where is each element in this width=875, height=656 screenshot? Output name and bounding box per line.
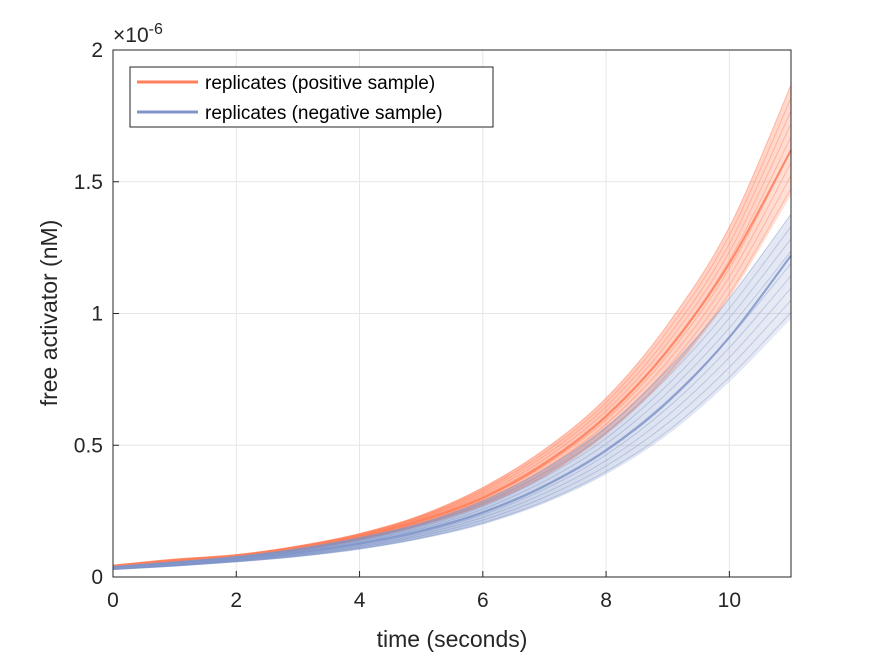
replicate-line xyxy=(112,299,792,570)
y-tick-label: 0 xyxy=(91,566,103,589)
legend-label-negative: replicates (negative sample) xyxy=(205,103,443,124)
replicate-line xyxy=(112,226,792,568)
series-1 xyxy=(112,213,792,571)
replicate-line xyxy=(112,213,792,567)
x-tick-label: 10 xyxy=(718,589,741,612)
x-tick-label: 2 xyxy=(230,589,242,612)
legend-label-positive: replicates (positive sample) xyxy=(205,73,435,94)
series-0 xyxy=(112,84,792,568)
y-tick-label: 1 xyxy=(91,303,103,326)
median-line xyxy=(112,149,792,568)
legend: replicates (positive sample) replicates … xyxy=(129,66,494,128)
median-line xyxy=(112,254,792,570)
y-tick-label: 0.5 xyxy=(74,434,103,457)
series-layer xyxy=(112,84,792,571)
y-exponent-base: ×10 xyxy=(113,24,149,47)
replicate-line xyxy=(112,285,792,570)
y-exponent-power: -6 xyxy=(149,21,163,38)
y-axis-label: free activator (nM) xyxy=(36,220,62,407)
ticks: 0 2 4 6 8 10 0 0.5 1 1.5 2 xyxy=(74,39,741,612)
replicate-line xyxy=(112,238,792,568)
replicate-line xyxy=(112,312,792,570)
y-exponent-label: ×10-6 xyxy=(113,21,163,47)
replicate-line xyxy=(112,236,792,568)
replicate-line xyxy=(112,310,792,570)
replicate-line xyxy=(112,224,792,568)
x-axis-label: time (seconds) xyxy=(377,626,528,652)
legend-box xyxy=(129,66,494,128)
x-tick-label: 6 xyxy=(477,589,489,612)
x-tick-label: 0 xyxy=(107,589,119,612)
replicate-line xyxy=(112,287,792,570)
replicate-line xyxy=(112,84,792,566)
x-tick-label: 4 xyxy=(354,589,366,612)
replicate-line xyxy=(112,298,792,570)
x-tick-label: 8 xyxy=(600,589,612,612)
y-tick-label: 2 xyxy=(91,39,103,62)
y-tick-label: 1.5 xyxy=(74,171,103,194)
